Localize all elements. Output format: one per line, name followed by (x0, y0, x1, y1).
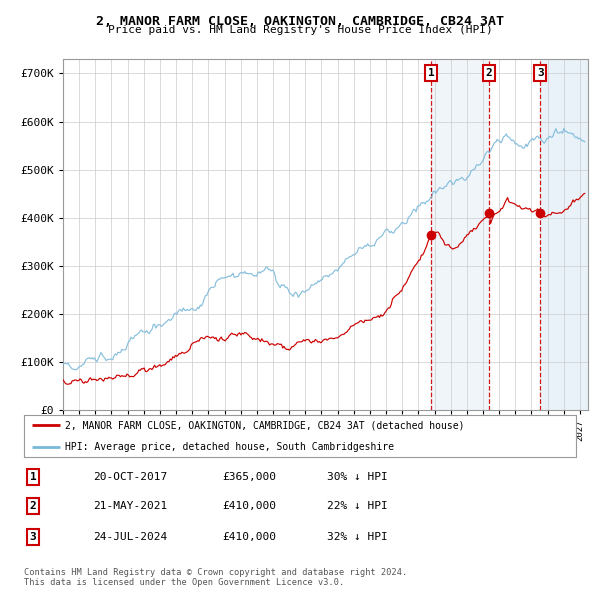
Text: Contains HM Land Registry data © Crown copyright and database right 2024.
This d: Contains HM Land Registry data © Crown c… (24, 568, 407, 587)
Text: £365,000: £365,000 (222, 472, 276, 481)
Text: £410,000: £410,000 (222, 532, 276, 542)
Text: £410,000: £410,000 (222, 502, 276, 511)
Bar (431, 59, 489, 410)
Text: 1: 1 (428, 68, 434, 78)
Text: 30% ↓ HPI: 30% ↓ HPI (327, 472, 388, 481)
Text: 2, MANOR FARM CLOSE, OAKINGTON, CAMBRIDGE, CB24 3AT (detached house): 2, MANOR FARM CLOSE, OAKINGTON, CAMBRIDG… (65, 421, 465, 430)
Text: 2: 2 (486, 68, 493, 78)
Text: Price paid vs. HM Land Registry's House Price Index (HPI): Price paid vs. HM Land Registry's House … (107, 25, 493, 35)
Bar (541, 59, 588, 410)
Text: 24-JUL-2024: 24-JUL-2024 (93, 532, 167, 542)
Text: 22% ↓ HPI: 22% ↓ HPI (327, 502, 388, 511)
Text: 1: 1 (29, 472, 37, 481)
Text: 2, MANOR FARM CLOSE, OAKINGTON, CAMBRIDGE, CB24 3AT: 2, MANOR FARM CLOSE, OAKINGTON, CAMBRIDG… (96, 15, 504, 28)
Text: 32% ↓ HPI: 32% ↓ HPI (327, 532, 388, 542)
Text: HPI: Average price, detached house, South Cambridgeshire: HPI: Average price, detached house, Sout… (65, 442, 394, 451)
Bar (541, 59, 588, 410)
Text: 2: 2 (29, 502, 37, 511)
Text: 21-MAY-2021: 21-MAY-2021 (93, 502, 167, 511)
Text: 3: 3 (537, 68, 544, 78)
Text: 20-OCT-2017: 20-OCT-2017 (93, 472, 167, 481)
Text: 3: 3 (29, 532, 37, 542)
